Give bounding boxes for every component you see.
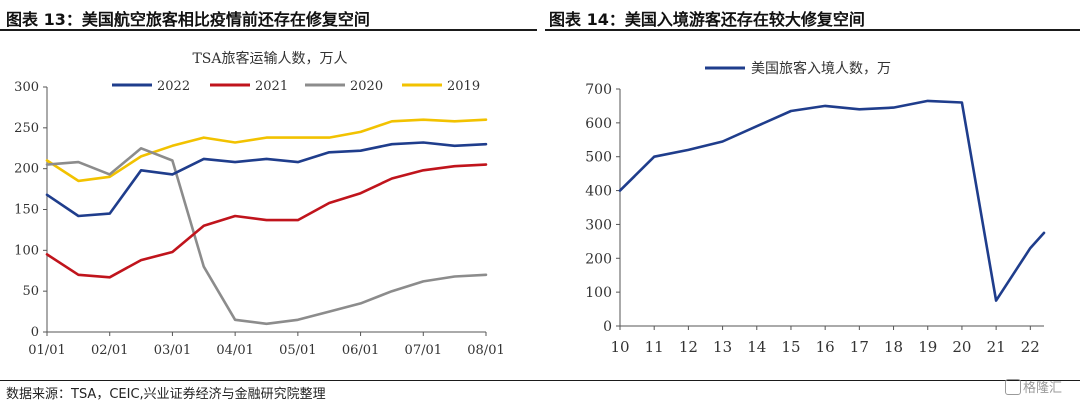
x-tick-label: 14 bbox=[747, 338, 766, 356]
x-tick-label: 18 bbox=[884, 338, 903, 356]
legend-label-2020: 2020 bbox=[350, 79, 383, 94]
y-tick-label: 200 bbox=[14, 162, 39, 177]
y-tick-label: 100 bbox=[14, 243, 39, 258]
inbound-visitor-chart: 0 100 200 300 400 500 600 700 10 11 12 13 14 15 16 17 18… bbox=[585, 60, 1046, 356]
y-tick-label: 0 bbox=[603, 319, 612, 335]
y-tick-label: 250 bbox=[14, 121, 39, 136]
x-tick-label: 17 bbox=[850, 338, 869, 356]
y-tick-label: 500 bbox=[585, 150, 612, 166]
y-tick-label: 300 bbox=[585, 217, 612, 233]
x-tick-label: 06/01 bbox=[342, 343, 379, 358]
y-tick-label: 200 bbox=[585, 251, 612, 267]
legend-label-2022: 2022 bbox=[157, 79, 190, 94]
x-tick-label: 07/01 bbox=[405, 343, 442, 358]
series-line-2020 bbox=[45, 147, 488, 326]
x-tick-label: 05/01 bbox=[279, 343, 316, 358]
x-tick-label: 21 bbox=[987, 338, 1006, 356]
y-tick-label: 700 bbox=[585, 82, 612, 98]
right-figure-title: 图表 14：美国入境游客还存在较大修复空间 bbox=[549, 10, 865, 29]
x-tick-label: 11 bbox=[645, 338, 664, 356]
series-line-2019 bbox=[45, 118, 488, 183]
y-tick-label: 50 bbox=[22, 284, 39, 299]
y-tick-label: 100 bbox=[585, 285, 612, 301]
y-tick-label: 150 bbox=[14, 203, 39, 218]
left-title-rule bbox=[0, 29, 537, 31]
x-tick-label: 20 bbox=[952, 338, 971, 356]
series-line-2021 bbox=[45, 163, 488, 279]
y-tick-label: 0 bbox=[31, 325, 39, 340]
x-tick-label: 19 bbox=[918, 338, 937, 356]
x-tick-label: 03/01 bbox=[154, 343, 191, 358]
watermark-text: 格隆汇 bbox=[1023, 381, 1063, 396]
right-title-rule bbox=[545, 29, 1080, 31]
watermark: 格隆汇 bbox=[1005, 377, 1062, 396]
x-tick-label: 04/01 bbox=[216, 343, 253, 358]
x-tick-label: 01/01 bbox=[28, 343, 65, 358]
left-figure-title: 图表 13：美国航空旅客相比疫情前还存在修复空间 bbox=[6, 10, 370, 29]
x-tick-label: 13 bbox=[713, 338, 732, 356]
legend-label-2021: 2021 bbox=[255, 79, 288, 94]
x-tick-label: 08/01 bbox=[467, 343, 504, 358]
y-tick-label: 600 bbox=[585, 116, 612, 132]
y-tick-label: 300 bbox=[14, 80, 39, 95]
legend-label: 美国旅客入境人数，万 bbox=[751, 60, 891, 77]
x-tick-label: 02/01 bbox=[91, 343, 128, 358]
series-line-inbound bbox=[618, 99, 1046, 302]
source-rule bbox=[0, 380, 1080, 381]
series-line-2022 bbox=[45, 141, 488, 218]
tsa-passenger-chart: 0 50 100 150 200 250 300 01/01 02/01 03/01 04/01 05… bbox=[14, 50, 505, 358]
x-tick-label: 10 bbox=[610, 338, 629, 356]
y-tick-label: 400 bbox=[585, 184, 612, 200]
x-tick-label: 15 bbox=[781, 338, 800, 356]
watermark-logo-icon bbox=[1005, 379, 1021, 395]
x-tick-label: 12 bbox=[679, 338, 698, 356]
x-tick-label: 22 bbox=[1021, 338, 1040, 356]
chart-title: TSA旅客运输人数，万人 bbox=[192, 50, 347, 67]
data-source-note: 数据来源：TSA，CEIC,兴业证券经济与金融研究院整理 bbox=[6, 387, 326, 402]
legend-label-2019: 2019 bbox=[447, 79, 480, 94]
x-tick-label: 16 bbox=[816, 338, 835, 356]
